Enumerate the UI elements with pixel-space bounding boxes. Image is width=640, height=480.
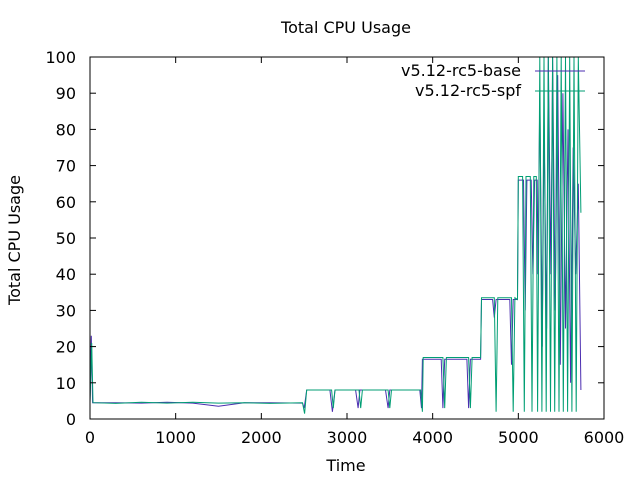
series-line-spf <box>89 56 582 414</box>
legend-label-spf: v5.12-rc5-spf <box>415 81 521 100</box>
x-tick-label-0: 0 <box>85 428 95 447</box>
legend-label-base: v5.12-rc5-base <box>401 61 521 80</box>
y-tick-label-0: 0 <box>66 410 76 429</box>
y-axis-label: Total CPU Usage <box>5 175 24 306</box>
plot-series-group <box>89 56 582 414</box>
axis-ticks-group: 0 1000 2000 3000 4000 5000 6000 0 10 20 30 40 50 60 70… <box>45 48 624 447</box>
series-line-base <box>89 56 582 412</box>
y-tick-label-60: 60 <box>56 193 76 212</box>
plot-frame <box>89 56 605 420</box>
y-tick-label-30: 30 <box>56 301 76 320</box>
y-tick-label-100: 100 <box>45 48 76 67</box>
y-tick-label-20: 20 <box>56 338 76 357</box>
x-axis-label: Time <box>325 456 365 475</box>
y-tick-label-70: 70 <box>56 157 76 176</box>
x-tick-label-4000: 4000 <box>412 428 453 447</box>
y-tick-label-50: 50 <box>56 229 76 248</box>
x-tick-label-1000: 1000 <box>155 428 196 447</box>
x-tick-label-3000: 3000 <box>327 428 368 447</box>
chart-title: Total CPU Usage <box>280 18 411 37</box>
y-tick-label-10: 10 <box>56 374 76 393</box>
x-tick-label-6000: 6000 <box>584 428 625 447</box>
x-tick-label-5000: 5000 <box>498 428 539 447</box>
y-tick-label-90: 90 <box>56 84 76 103</box>
y-tick-label-40: 40 <box>56 265 76 284</box>
legend: v5.12-rc5-base v5.12-rc5-spf <box>401 61 585 100</box>
x-tick-label-2000: 2000 <box>241 428 282 447</box>
y-tick-label-80: 80 <box>56 120 76 139</box>
